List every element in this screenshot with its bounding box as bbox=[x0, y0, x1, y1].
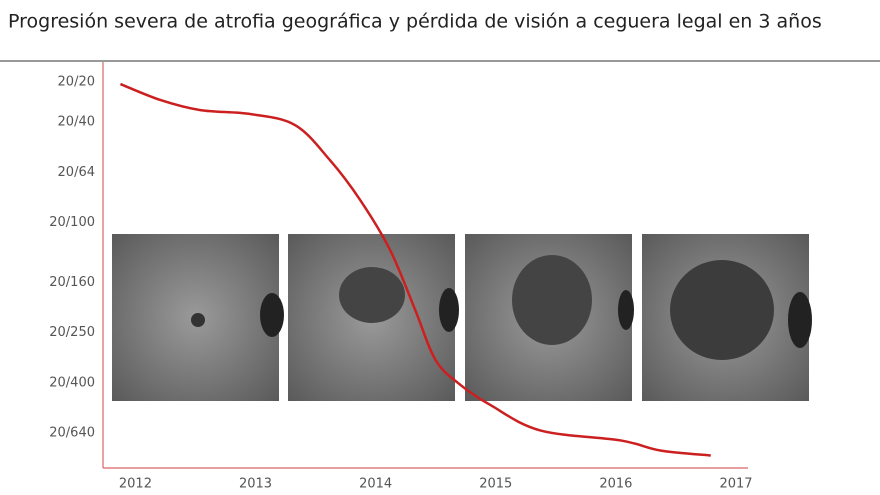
optic-disc bbox=[439, 288, 459, 332]
y-tick-label: 20/400 bbox=[49, 375, 95, 390]
lesion bbox=[339, 267, 405, 323]
optic-disc bbox=[260, 293, 284, 337]
y-tick-label: 20/100 bbox=[49, 215, 95, 230]
lesion bbox=[670, 260, 774, 360]
y-tick-label: 20/640 bbox=[49, 425, 95, 440]
lesion bbox=[512, 255, 592, 345]
x-tick-label: 2015 bbox=[479, 477, 512, 492]
acuity-line bbox=[119, 82, 711, 457]
lesion bbox=[191, 313, 205, 327]
x-tick-label: 2013 bbox=[239, 477, 272, 492]
y-tick-label: 20/20 bbox=[58, 75, 95, 90]
x-tick-label: 2016 bbox=[599, 477, 632, 492]
optic-disc bbox=[788, 292, 812, 348]
y-tick-label: 20/250 bbox=[49, 325, 95, 340]
x-tick-label: 2017 bbox=[719, 477, 752, 492]
fundus-images bbox=[112, 234, 812, 401]
chart-title: Progresión severa de atrofia geográfica … bbox=[8, 11, 822, 33]
optic-disc bbox=[618, 290, 634, 330]
x-tick-label: 2012 bbox=[119, 477, 152, 492]
y-tick-label: 20/40 bbox=[58, 115, 95, 130]
x-tick-label: 2014 bbox=[359, 477, 392, 492]
y-tick-label: 20/160 bbox=[49, 275, 95, 290]
y-tick-label: 20/64 bbox=[58, 165, 95, 180]
